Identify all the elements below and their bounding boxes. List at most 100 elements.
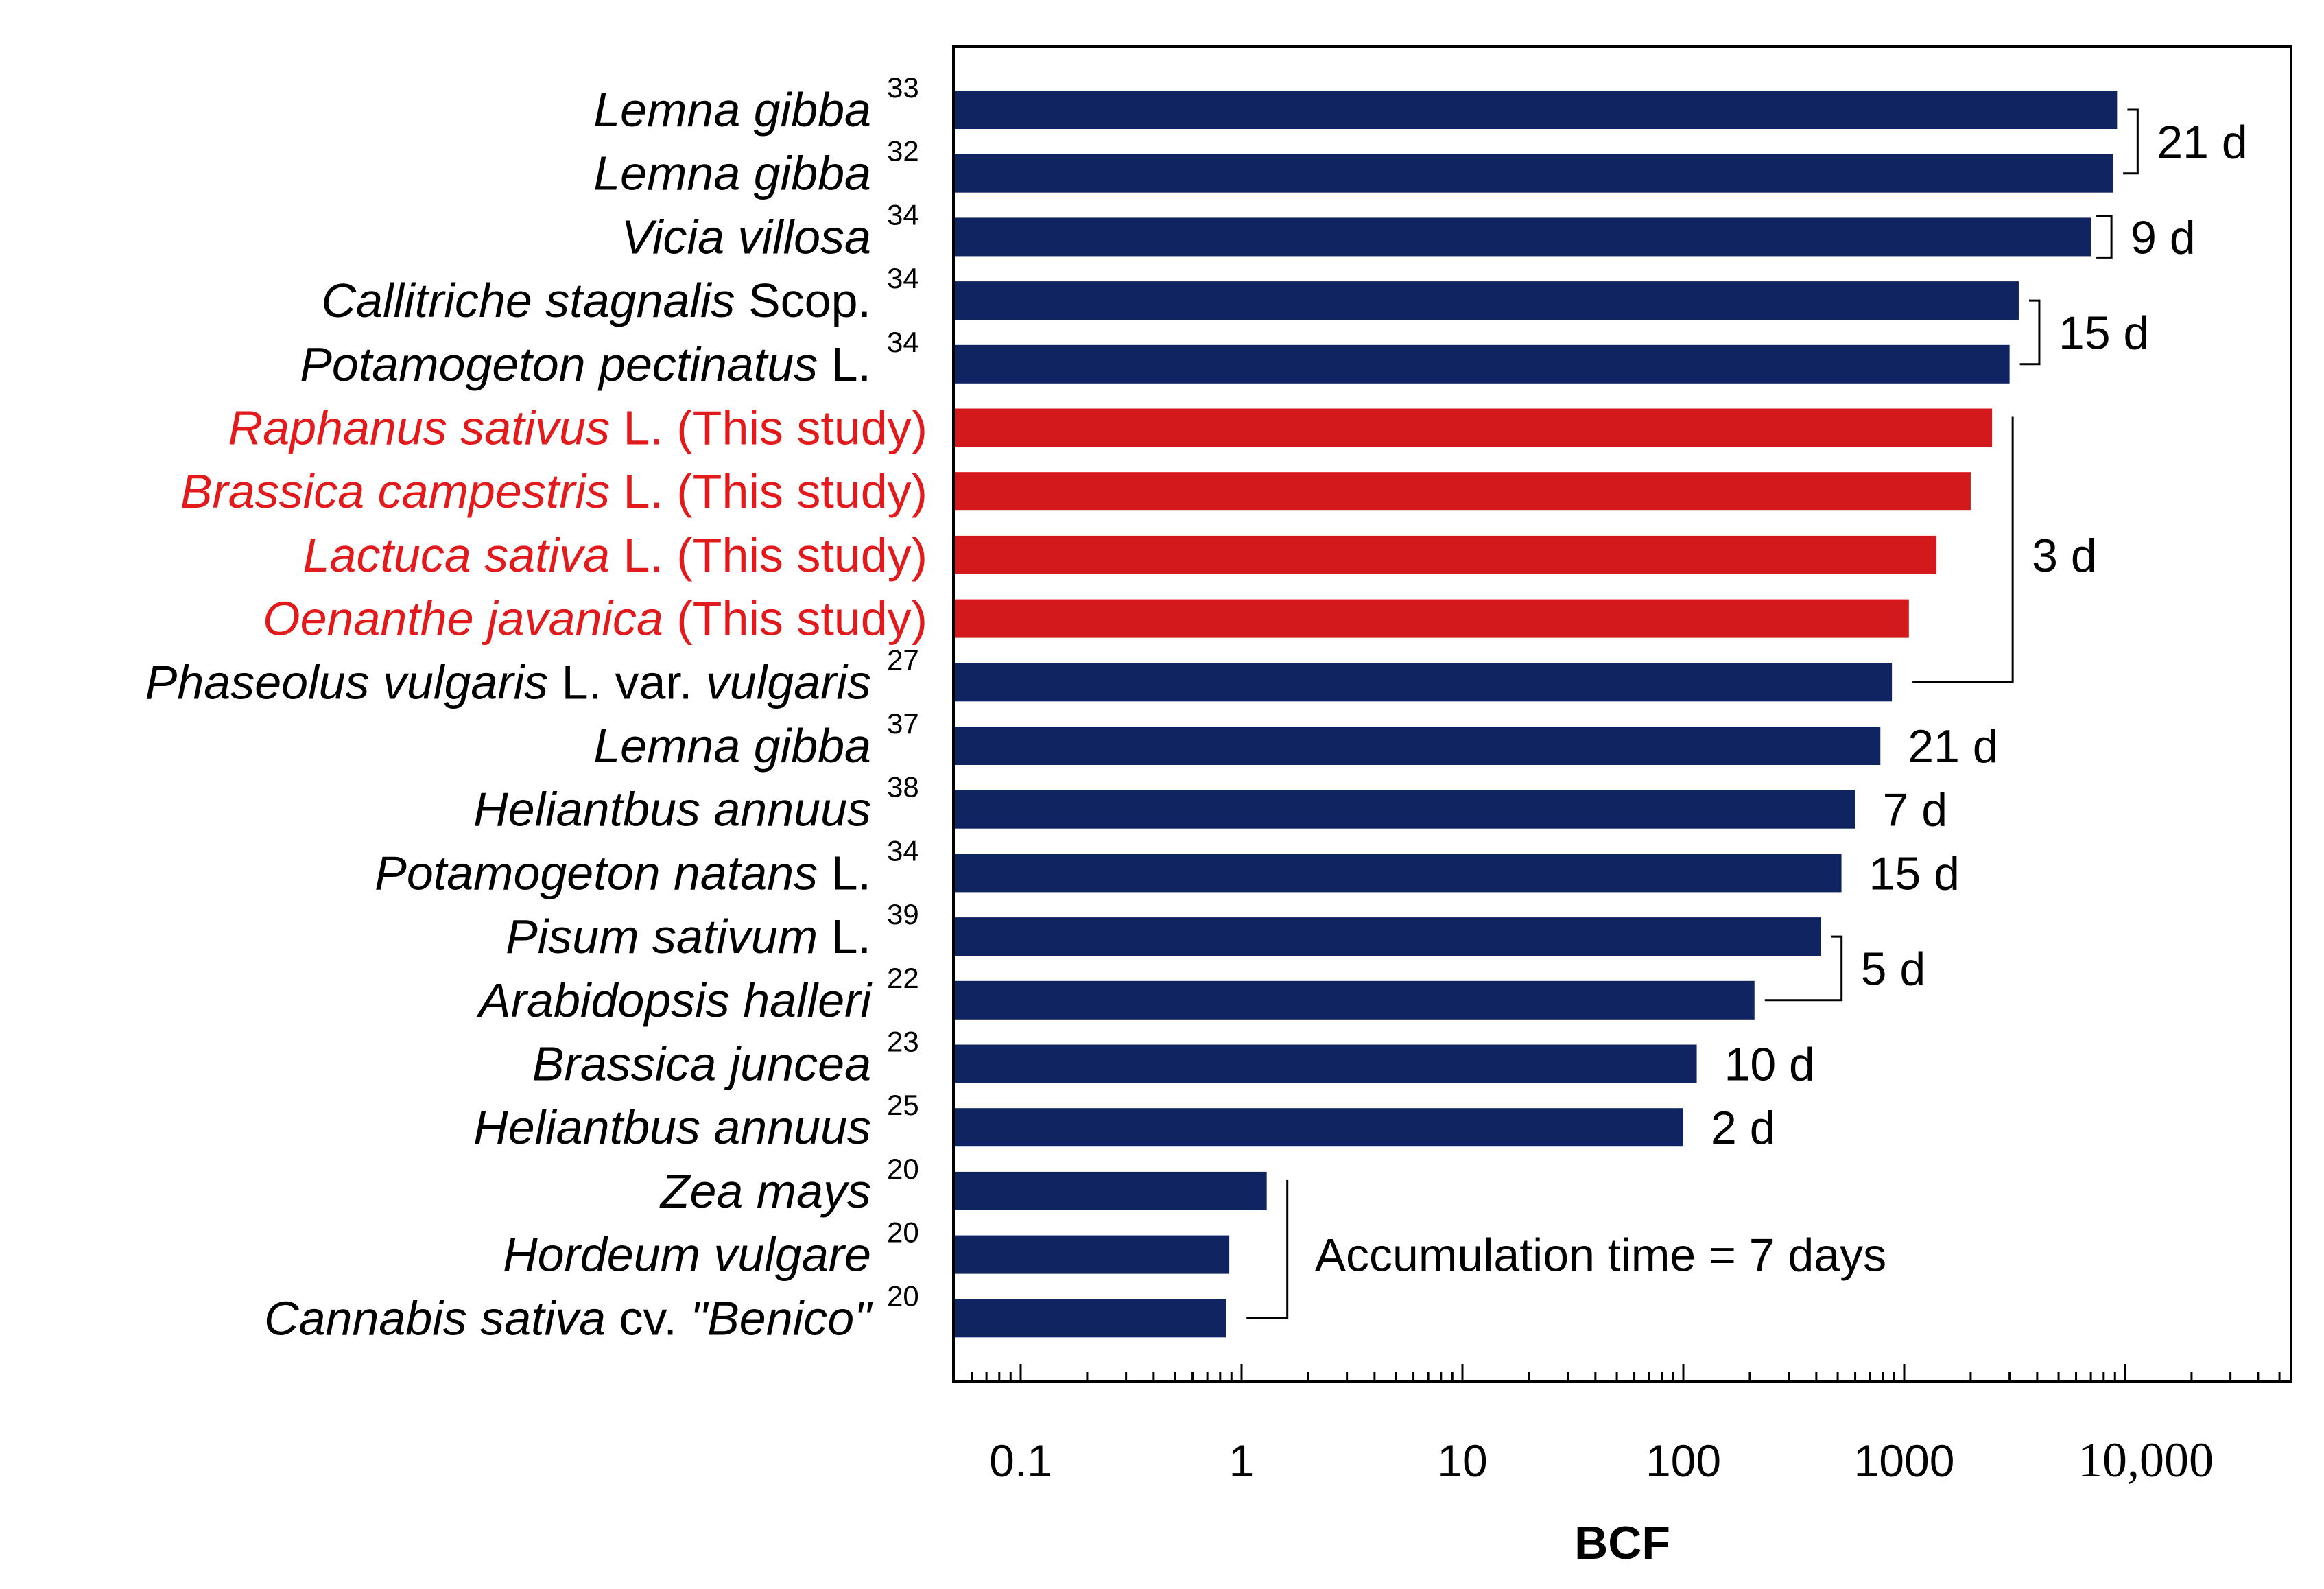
bar-6	[953, 472, 1971, 511]
y-label-11: Heliantbus annuus	[473, 783, 871, 836]
y-label-part: L.	[818, 338, 871, 391]
y-label-part: Brassica campestris	[180, 464, 610, 518]
bar-9	[953, 663, 1893, 702]
bar-8	[953, 599, 1909, 638]
y-label-part: Potamogeton natans	[375, 846, 818, 899]
bar-1	[953, 154, 2113, 193]
duration-label-0: 21 d	[2157, 116, 2247, 168]
x-axis: 0.1 1 10 100 1000 10,000	[971, 1364, 2281, 1487]
bar-10	[953, 727, 1881, 765]
bracket-2	[2019, 299, 2041, 366]
y-label-part: Raphanus sativus	[228, 401, 610, 455]
duration-label-9: 2 d	[1711, 1102, 1776, 1154]
duration-label-4: 21 d	[1908, 720, 1998, 773]
reference-number-9: 27	[887, 644, 919, 676]
bar-13	[953, 917, 1821, 956]
bar-12	[953, 854, 1842, 893]
duration-label-2: 15 d	[2059, 307, 2149, 359]
duration-label-5: 7 d	[1883, 784, 1948, 836]
y-label-part: Cannabis sativa	[264, 1291, 606, 1345]
bracket-0	[2123, 108, 2139, 175]
reference-number-3: 34	[887, 262, 919, 294]
plot-frame	[952, 45, 2292, 1383]
y-label-part: Scop.	[735, 274, 871, 327]
reference-number-17: 20	[887, 1153, 919, 1185]
y-label-5: Raphanus sativus L. (This study)	[228, 401, 927, 455]
reference-number-0: 33	[887, 71, 919, 104]
bar-4	[953, 344, 2010, 384]
bar-15	[953, 1044, 1697, 1083]
y-label-12: Potamogeton natans L.	[375, 846, 871, 899]
x-tick-label-4: 1000	[1854, 1435, 1955, 1486]
bar-7	[953, 535, 1937, 574]
y-label-part: Brassica juncea	[532, 1037, 871, 1091]
y-label-part: Lemna gibba	[593, 147, 871, 200]
y-label-part: Oenanthe javanica	[263, 592, 663, 646]
y-label-6: Brassica campestris L. (This study)	[180, 464, 927, 518]
bar-18	[953, 1235, 1230, 1274]
y-label-4: Potamogeton pectinatus L.	[300, 338, 871, 391]
labels-layer: Lemna gibba 33 Lemna gibba 32 Vicia villosa 3…	[145, 71, 927, 1345]
reference-number-12: 34	[887, 834, 919, 867]
x-tick-label-2: 10	[1437, 1435, 1487, 1486]
bar-19	[953, 1299, 1226, 1338]
y-label-part: L. (This study)	[610, 401, 927, 455]
y-label-part: Lemna gibba	[593, 719, 871, 773]
y-label-1: Lemna gibba	[593, 147, 871, 200]
duration-label-3: 3 d	[2032, 530, 2097, 582]
x-tick-label-1: 1	[1229, 1435, 1255, 1486]
y-label-part: L. (This study)	[610, 528, 927, 582]
y-label-19: Cannabis sativa cv. "Benico"	[264, 1291, 873, 1345]
bar-0	[953, 91, 2118, 129]
y-label-part: Arabidopsis halleri	[476, 974, 873, 1027]
y-label-part: cv.	[606, 1291, 690, 1345]
y-label-16: Heliantbus annuus	[473, 1100, 871, 1154]
y-label-part: L.	[818, 910, 871, 963]
reference-number-16: 25	[887, 1089, 919, 1121]
y-label-2: Vicia villosa	[621, 210, 871, 263]
reference-number-1: 32	[887, 135, 919, 167]
y-label-7: Lactuca sativa L. (This study)	[303, 528, 927, 582]
bar-16	[953, 1108, 1683, 1147]
reference-number-11: 38	[887, 771, 919, 803]
y-label-part: "Benico"	[690, 1291, 873, 1345]
bars-layer	[953, 91, 2118, 1338]
y-label-14: Arabidopsis halleri	[476, 974, 873, 1027]
duration-label-7: 5 d	[1861, 943, 1926, 995]
reference-number-13: 39	[887, 898, 919, 930]
duration-label-6: 15 d	[1869, 847, 1960, 899]
reference-number-18: 20	[887, 1216, 919, 1249]
reference-number-2: 34	[887, 198, 919, 231]
x-tick-label-3: 100	[1646, 1435, 1721, 1486]
bracket-7	[1764, 935, 1843, 1002]
bar-5	[953, 408, 1993, 447]
x-axis-label: BCF	[1574, 1517, 1670, 1569]
y-label-part: Lemna gibba	[593, 83, 871, 137]
y-label-part: Lactuca sativa	[303, 528, 610, 582]
annotations-layer: 21 d 9 d 15 d 3 d 21 d 7 d 15 d 5 d 10 d 2 d Accum…	[1246, 108, 2248, 1319]
x-tick-label-0: 0.1	[989, 1435, 1052, 1486]
y-label-part: Vicia villosa	[621, 210, 871, 263]
y-label-part: Potamogeton pectinatus	[300, 338, 818, 391]
bar-11	[953, 790, 1855, 829]
bar-17	[953, 1171, 1267, 1210]
y-label-9: Phaseolus vulgaris L. var. vulgaris	[145, 655, 871, 709]
reference-number-19: 20	[887, 1280, 919, 1312]
y-label-part: Zea mays	[659, 1164, 871, 1218]
y-label-part: L.	[818, 846, 871, 899]
y-label-3: Callitriche stagnalis Scop.	[322, 274, 872, 327]
bracket-3	[1912, 416, 2014, 683]
y-label-part: Callitriche stagnalis	[322, 274, 735, 327]
reference-number-15: 23	[887, 1026, 919, 1058]
y-label-15: Brassica juncea	[532, 1037, 871, 1091]
y-label-part: Heliantbus annuus	[473, 1100, 871, 1154]
reference-number-4: 34	[887, 326, 919, 358]
bar-3	[953, 281, 2019, 320]
y-label-part: (This study)	[663, 592, 927, 646]
bracket-1	[2096, 215, 2113, 259]
duration-label-1: 9 d	[2131, 211, 2196, 263]
y-label-part: Phaseolus vulgaris	[145, 655, 549, 709]
y-label-part: L. (This study)	[610, 464, 927, 518]
bar-14	[953, 980, 1755, 1020]
